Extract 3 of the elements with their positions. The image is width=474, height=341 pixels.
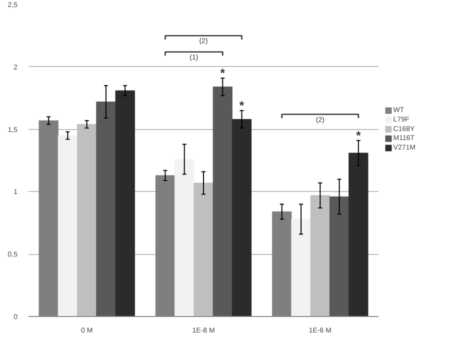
data-label: *	[239, 98, 244, 113]
data-label: *	[356, 128, 362, 143]
data-label: *	[220, 66, 226, 80]
